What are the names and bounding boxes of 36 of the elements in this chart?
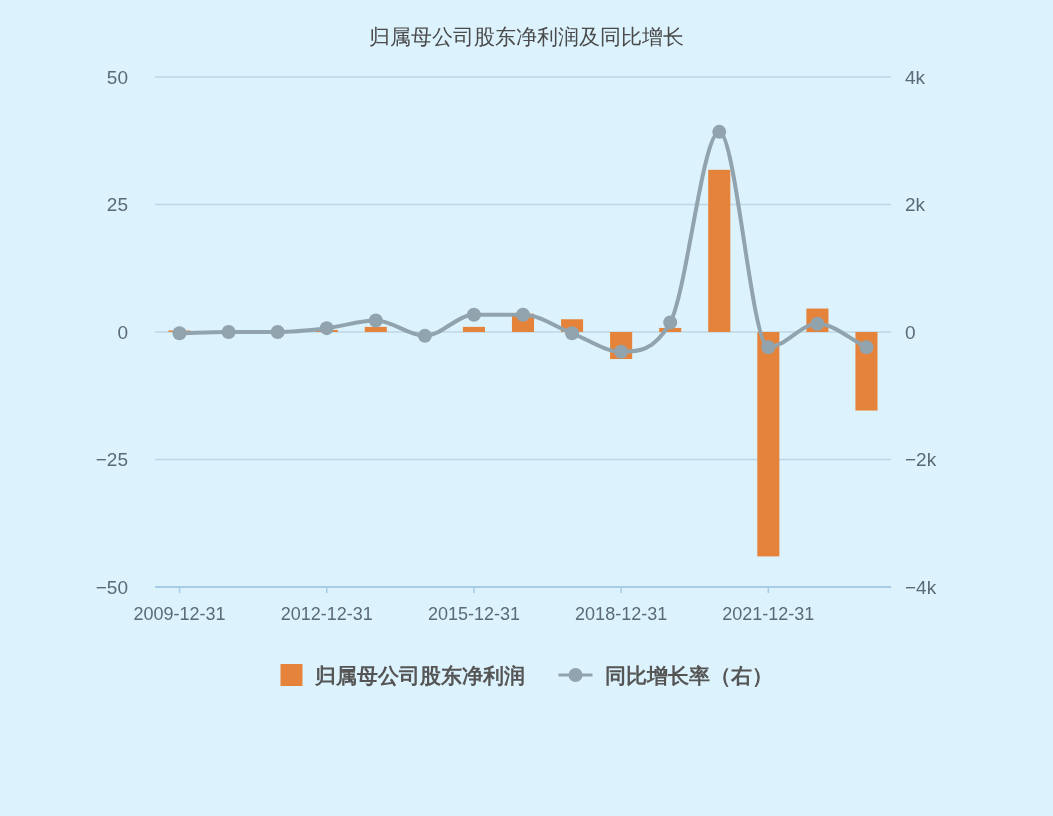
x-tick-label: 2018-12-31 [575,604,668,624]
point [761,340,776,355]
y2-tick-label: 0 [905,321,916,343]
x-tick-label: 2015-12-31 [427,604,520,624]
point [319,321,334,336]
point [368,313,383,328]
x-tick-label: 2009-12-31 [133,604,226,624]
y2-tick-label: 4k [905,66,926,88]
point [712,124,727,139]
legend-label: 同比增长率（右） [604,663,773,687]
point [663,315,678,330]
point [859,340,874,355]
bar [855,332,878,411]
legend-label: 归属母公司股东净利润 [313,663,525,687]
y-tick-label: 50 [106,66,128,88]
y-tick-label: 0 [117,321,128,343]
y-tick-label: −50 [95,576,128,598]
x-tick-label: 2012-12-31 [280,604,373,624]
y-tick-label: 25 [106,194,128,215]
point [221,325,236,339]
chart-title: 归属母公司股东净利润及同比增长 [369,24,684,48]
point [516,307,530,322]
y2-tick-label: 2k [905,194,926,215]
bar [364,326,387,332]
point [565,326,580,341]
bar [757,332,780,557]
y2-tick-label: −4k [905,576,937,598]
point [417,328,432,343]
point [270,325,285,339]
point [172,326,187,341]
y2-tick-label: −2k [905,449,937,470]
bar [462,326,485,332]
point [466,307,481,322]
bar [708,169,731,332]
y-tick-label: −25 [95,449,128,470]
x-tick-label: 2021-12-31 [722,604,815,624]
